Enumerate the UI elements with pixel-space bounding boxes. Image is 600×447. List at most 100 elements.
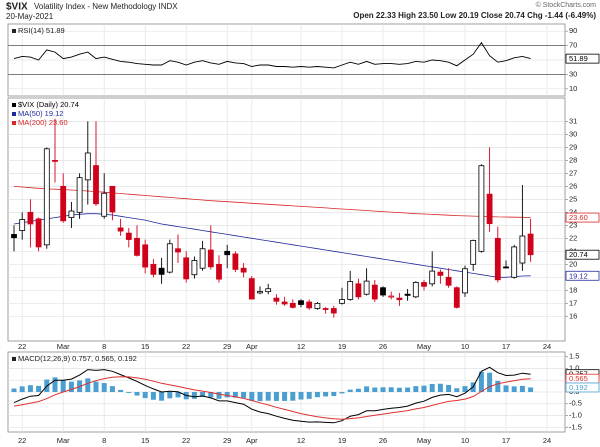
series-line bbox=[13, 376, 531, 420]
x-tick-label: 10 bbox=[461, 342, 469, 351]
candle-body bbox=[412, 281, 419, 298]
candle-body bbox=[347, 281, 354, 300]
y-tick-label: 28 bbox=[569, 155, 577, 164]
y-tick-label: -1.0 bbox=[569, 411, 582, 420]
candle-body bbox=[289, 302, 296, 308]
candle-body bbox=[175, 248, 181, 253]
candle-body bbox=[117, 227, 124, 232]
candle-body bbox=[322, 308, 329, 310]
histogram-bar bbox=[167, 392, 173, 399]
candle-body bbox=[281, 301, 288, 305]
y-tick-label: 20 bbox=[569, 259, 577, 268]
histogram-bar bbox=[118, 389, 124, 392]
histogram-bar bbox=[355, 388, 361, 392]
histogram-bar bbox=[257, 392, 263, 402]
y-tick-label: 29 bbox=[569, 142, 577, 151]
candle-body bbox=[330, 308, 337, 314]
x-tick-label: 12 bbox=[297, 342, 305, 351]
histogram-bar bbox=[249, 392, 255, 401]
histogram-bar bbox=[175, 392, 181, 398]
x-tick-label: 8 bbox=[102, 342, 106, 351]
histogram-bar bbox=[126, 392, 132, 393]
candle-body bbox=[503, 266, 509, 269]
histogram-bar bbox=[323, 392, 329, 397]
candle-body bbox=[191, 260, 198, 276]
x-tick-label: 26 bbox=[379, 436, 387, 445]
y-tick-label: 16 bbox=[569, 311, 577, 320]
x-tick-label: 12 bbox=[297, 436, 305, 445]
histogram-bar bbox=[282, 392, 288, 401]
x-tick-label: 22 bbox=[18, 436, 26, 445]
histogram-bar bbox=[413, 386, 419, 392]
legend-swatch bbox=[12, 121, 16, 125]
y-tick-label: 23 bbox=[569, 220, 577, 229]
y-tick-label: 26 bbox=[569, 181, 577, 190]
histogram-bar bbox=[232, 392, 238, 398]
histogram-bar bbox=[60, 380, 66, 392]
histogram-bar bbox=[487, 372, 493, 392]
candle-body bbox=[265, 288, 272, 293]
legend-entry: $VIX (Daily) 20.74 bbox=[18, 100, 79, 109]
security-name: Volatility Index - New Methodology INDX bbox=[34, 2, 178, 11]
x-tick-label: Mar bbox=[57, 436, 70, 445]
value-tag-label: 0.565 bbox=[569, 374, 588, 383]
candle-body bbox=[486, 193, 493, 225]
candle-body bbox=[43, 148, 50, 246]
candle-body bbox=[11, 234, 17, 239]
candle-body bbox=[355, 283, 362, 298]
panel-frame bbox=[7, 97, 566, 342]
histogram-bar bbox=[372, 387, 378, 392]
histogram-bar bbox=[208, 392, 214, 398]
candle-body bbox=[183, 257, 190, 280]
histogram-bar bbox=[11, 388, 17, 392]
candle-body bbox=[150, 263, 157, 275]
candle-body bbox=[19, 219, 26, 231]
candle-body bbox=[199, 248, 206, 269]
value-tag-label: 51.89 bbox=[569, 54, 588, 63]
y-tick-label: 1.0 bbox=[569, 363, 579, 372]
x-tick-label: 26 bbox=[379, 342, 387, 351]
histogram-bar bbox=[93, 381, 99, 392]
histogram-bar bbox=[462, 386, 468, 392]
candle-body bbox=[494, 237, 501, 281]
x-tick-label: 22 bbox=[182, 342, 190, 351]
histogram-bar bbox=[503, 385, 509, 392]
histogram-bar bbox=[429, 384, 435, 392]
candle-body bbox=[380, 287, 386, 296]
y-tick-label: 10 bbox=[569, 84, 577, 93]
series-line bbox=[13, 213, 531, 278]
candle-body bbox=[27, 211, 34, 225]
candle-body bbox=[273, 297, 280, 302]
candle-body bbox=[445, 276, 452, 286]
candle-body bbox=[224, 250, 231, 256]
candle-body bbox=[142, 244, 149, 268]
candle-body bbox=[363, 280, 370, 295]
candle-body bbox=[453, 287, 460, 308]
candle-body bbox=[527, 233, 534, 256]
x-tick-label: Apr bbox=[246, 342, 258, 351]
candle-body bbox=[437, 271, 444, 276]
histogram-bar bbox=[101, 383, 107, 392]
candle-body bbox=[462, 268, 468, 294]
histogram-bar bbox=[511, 386, 517, 392]
value-tag-label: 23.60 bbox=[569, 213, 588, 222]
candle-body bbox=[84, 152, 91, 181]
histogram-bar bbox=[314, 392, 320, 398]
candle-body bbox=[388, 295, 395, 298]
histogram-bar bbox=[85, 378, 91, 392]
y-tick-label: 30 bbox=[569, 69, 577, 78]
histogram-bar bbox=[478, 371, 484, 392]
value-tag bbox=[565, 249, 600, 260]
candle-body bbox=[35, 218, 42, 248]
legend-entry: MA(50) 19.12 bbox=[18, 109, 63, 118]
histogram-bar bbox=[109, 386, 115, 392]
y-tick-label: 90 bbox=[569, 26, 577, 35]
histogram-bar bbox=[191, 392, 197, 399]
histogram-bar bbox=[290, 392, 296, 401]
x-tick-label: 8 bbox=[102, 436, 106, 445]
y-tick-label: -0.5 bbox=[569, 399, 582, 408]
candle-body bbox=[52, 159, 58, 162]
histogram-bar bbox=[495, 380, 501, 392]
x-tick-label: Mar bbox=[57, 342, 70, 351]
